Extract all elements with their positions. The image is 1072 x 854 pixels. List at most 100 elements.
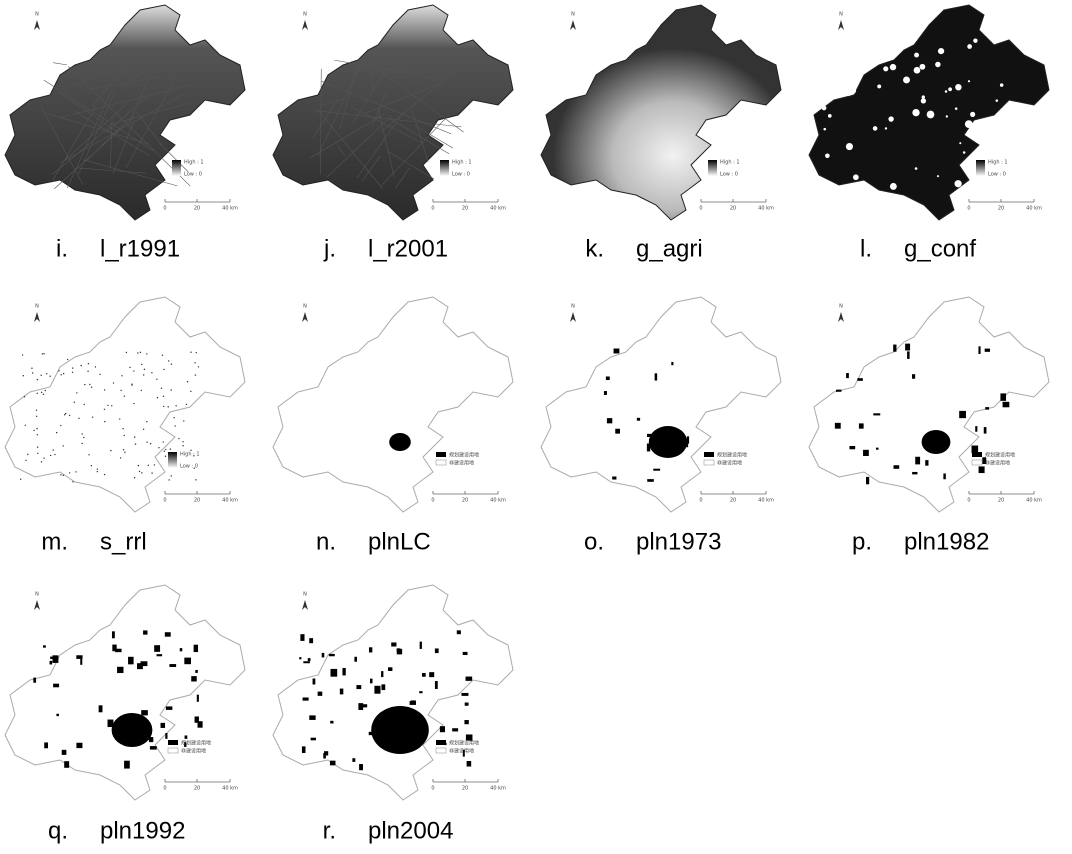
map-region	[809, 297, 1049, 512]
built-patch	[912, 374, 915, 379]
built-patch	[429, 672, 434, 677]
dot	[97, 468, 98, 469]
legend-box	[168, 740, 178, 745]
dot	[20, 478, 21, 479]
scale-label: 40 km	[490, 498, 506, 504]
panel-name: l_r2001	[368, 235, 448, 262]
built-patch	[165, 632, 171, 636]
built-patch	[340, 689, 343, 695]
panel-name: pln2004	[368, 817, 453, 844]
speck	[890, 183, 897, 190]
speck	[921, 98, 926, 103]
map-region	[273, 297, 513, 512]
panel-name: pln1973	[636, 528, 721, 555]
built-patch	[905, 344, 910, 351]
speck	[948, 87, 952, 91]
speck	[828, 114, 832, 118]
legend-label: 规划建设用地	[181, 740, 211, 747]
scale-label: 40 km	[1026, 206, 1042, 212]
dot	[148, 465, 149, 466]
speck	[954, 180, 961, 187]
built-patch	[184, 658, 191, 665]
speck	[963, 151, 966, 154]
dot	[43, 394, 44, 395]
panel-letter: o.	[584, 528, 604, 555]
dot	[123, 449, 124, 450]
dot	[69, 415, 70, 416]
built-patch	[359, 764, 363, 770]
scale-label: 40 km	[222, 498, 238, 504]
dot	[76, 392, 77, 393]
built-patch	[401, 722, 404, 726]
built-patch	[197, 695, 199, 702]
built-patch	[466, 677, 473, 681]
built-patch	[876, 448, 879, 450]
dot	[120, 457, 121, 458]
legend-ramp	[172, 160, 181, 176]
built-patch	[330, 761, 336, 766]
dot	[99, 374, 100, 375]
built-patch	[149, 737, 153, 742]
speck	[888, 116, 893, 121]
speck	[973, 38, 977, 42]
built-patch	[859, 423, 864, 428]
dot	[50, 455, 51, 456]
dot	[182, 445, 183, 446]
built-patch	[604, 391, 607, 395]
speck	[903, 77, 910, 84]
dot	[80, 365, 81, 366]
built-patch	[76, 743, 82, 748]
map-region	[5, 297, 245, 512]
dot	[139, 471, 140, 472]
speck	[890, 64, 896, 70]
panel-name: pln1992	[100, 817, 185, 844]
dot	[140, 352, 141, 353]
dot	[156, 378, 157, 379]
speck	[845, 81, 848, 84]
built-patch	[915, 457, 920, 465]
speck	[877, 84, 881, 88]
dot	[33, 430, 34, 431]
built-area	[389, 433, 411, 451]
panel-name: pln1982	[904, 528, 989, 555]
built-area	[649, 426, 687, 458]
dot	[141, 472, 142, 473]
dot	[165, 449, 166, 450]
dot	[146, 441, 147, 442]
speck	[967, 44, 972, 49]
built-patch	[846, 373, 849, 378]
map-region	[273, 5, 513, 220]
speck	[914, 53, 919, 58]
map-panel: N规划建设用地非建设用地02040 km	[273, 585, 513, 800]
built-patch	[894, 465, 900, 469]
dot	[134, 436, 135, 437]
dot	[124, 435, 125, 436]
built-patch	[352, 758, 355, 762]
speck	[854, 27, 861, 34]
dot	[141, 364, 142, 365]
legend-label: Low : 0	[452, 172, 470, 178]
dot	[81, 443, 82, 444]
dot	[64, 414, 65, 415]
built-patch	[131, 729, 136, 731]
built-patch	[984, 427, 987, 434]
dot	[60, 425, 61, 426]
dot	[151, 472, 152, 473]
built-patch	[381, 671, 383, 677]
dot	[144, 369, 145, 370]
built-patch	[369, 732, 373, 735]
dot	[183, 420, 184, 421]
dot	[97, 471, 98, 472]
panel-letter: n.	[316, 528, 336, 555]
built-patch	[303, 697, 309, 700]
built-patch	[311, 738, 316, 741]
north-arrow	[34, 20, 40, 30]
scale-label: 40 km	[758, 498, 774, 504]
built-patch	[836, 390, 841, 392]
built-patch	[467, 761, 472, 767]
map-panel: NHigh : 1Low : 002040 km	[809, 5, 1049, 220]
dot	[40, 375, 41, 376]
built-patch	[866, 477, 869, 484]
built-patch	[420, 642, 422, 649]
panel-letter: k.	[585, 235, 604, 262]
